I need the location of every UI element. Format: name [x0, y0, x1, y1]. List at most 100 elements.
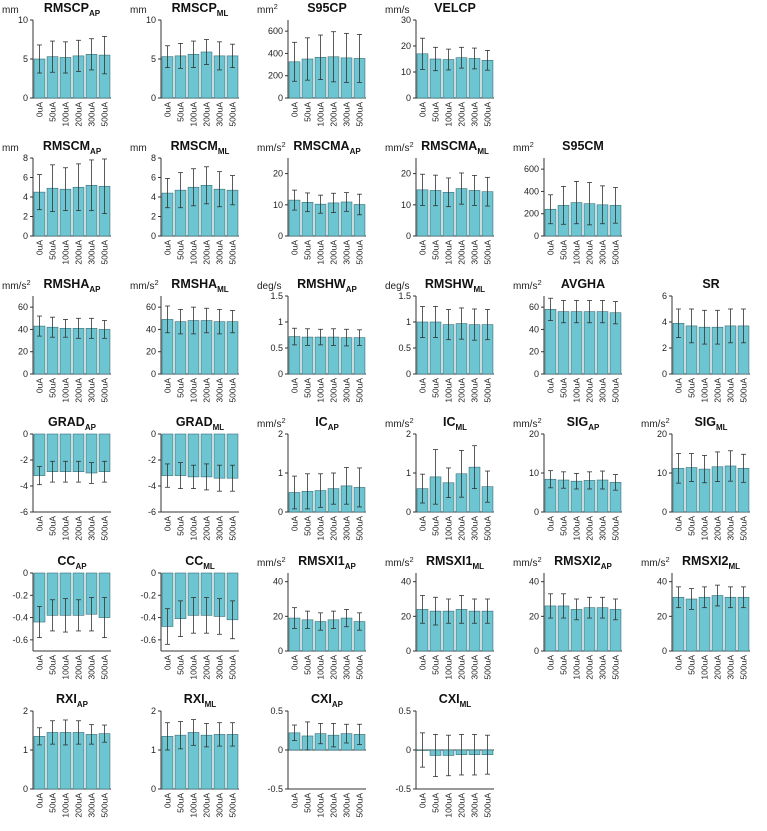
unit-label: mm/s2: [641, 555, 670, 569]
y-tick-label: 6: [23, 173, 28, 183]
category-label: 0uA: [674, 655, 684, 670]
y-tick-label: -2: [20, 455, 28, 465]
category-label: 50uA: [559, 240, 569, 260]
chart-title: RMSCPAP: [44, 1, 101, 18]
category-label: 100uA: [444, 102, 454, 127]
category-label: 50uA: [431, 793, 441, 813]
y-tick-label: -0.2: [12, 590, 28, 600]
category-label: 100uA: [189, 793, 199, 818]
category-label: 300uA: [726, 378, 736, 403]
category-label: 100uA: [316, 378, 326, 403]
category-label: 50uA: [687, 378, 697, 398]
category-label: 300uA: [87, 793, 97, 818]
chart-panel-4: mm RMSCMAP 0 2 4 6 8 0uA 50uA 100uA 200uA 300uA 500u…: [2, 139, 111, 265]
y-tick-label: 5: [23, 54, 28, 64]
category-label: 100uA: [189, 655, 199, 680]
chart-title: VELCP: [434, 1, 476, 15]
y-tick-label: -2: [148, 455, 156, 465]
y-tick-label: 30: [401, 15, 411, 25]
chart-panel-17: mm/s2 ICAP 0 1 2 0uA 50uA 100uA 200uA 300uA 500uA: [257, 415, 366, 541]
unit-label: mm/s2: [257, 555, 286, 569]
category-label: 200uA: [457, 378, 467, 403]
category-label: 0uA: [163, 655, 173, 670]
chart-panel-23: mm/s2 RMSXI1AP 0 20 40 0uA 50uA 100uA 200uA 300uA…: [257, 554, 366, 680]
chart-panel-5: mm RMSCMML 0 2 4 6 8 0uA 50uA 100uA 200uA 300uA 500u…: [130, 139, 239, 265]
category-label: 50uA: [176, 793, 186, 813]
chart-title: RMSXI1ML: [426, 554, 484, 571]
chart-title: CCML: [185, 554, 215, 571]
category-label: 500uA: [228, 102, 238, 127]
category-label: 100uA: [316, 516, 326, 541]
unit-label: mm/s2: [385, 416, 414, 430]
category-label: 500uA: [355, 378, 365, 403]
category-label: 300uA: [598, 655, 608, 680]
category-label: 0uA: [418, 102, 428, 117]
y-tick-label: 1: [23, 745, 28, 755]
category-label: 200uA: [329, 516, 339, 541]
category-label: 200uA: [457, 240, 467, 265]
y-tick-label: 0: [406, 745, 411, 755]
category-label: 0uA: [163, 378, 173, 393]
category-label: 500uA: [355, 516, 365, 541]
y-tick-label: 0: [278, 231, 283, 241]
y-tick-label: 600: [268, 26, 283, 36]
y-tick-label: 10: [657, 468, 667, 478]
category-label: 500uA: [739, 655, 749, 680]
category-label: 300uA: [87, 378, 97, 403]
category-label: 200uA: [713, 516, 723, 541]
y-tick-label: 40: [273, 577, 283, 587]
y-tick-label: 1: [278, 317, 283, 327]
chart-title: RMSXI2AP: [554, 554, 612, 571]
unit-label: deg/s: [385, 281, 409, 292]
category-label: 500uA: [100, 378, 110, 403]
category-label: 200uA: [585, 655, 595, 680]
category-label: 500uA: [483, 240, 493, 265]
category-label: 50uA: [48, 793, 58, 813]
category-label: 50uA: [431, 516, 441, 536]
category-label: 500uA: [100, 655, 110, 680]
y-tick-label: 0: [23, 231, 28, 241]
chart-panel-25: mm/s2 RMSXI2AP 0 20 40 0uA 50uA 100uA 200uA 300uA…: [513, 554, 622, 680]
y-tick-label: 2: [151, 212, 156, 222]
chart-title: S95CM: [562, 139, 604, 153]
y-tick-label: 0.5: [398, 706, 411, 716]
unit-label: mm/s2: [513, 555, 542, 569]
y-tick-label: 0: [23, 429, 28, 439]
category-label: 200uA: [74, 378, 84, 403]
category-label: 100uA: [316, 102, 326, 127]
category-label: 300uA: [598, 516, 608, 541]
category-label: 50uA: [303, 378, 313, 398]
chart-title: RXIAP: [56, 692, 89, 709]
unit-label: mm/s2: [513, 416, 542, 430]
category-label: 500uA: [228, 793, 238, 818]
category-label: 0uA: [290, 793, 300, 808]
y-tick-label: 20: [657, 429, 667, 439]
category-label: 50uA: [559, 655, 569, 675]
y-tick-label: 1: [406, 468, 411, 478]
category-label: 0uA: [290, 655, 300, 670]
category-label: 50uA: [431, 655, 441, 675]
y-tick-label: 20: [273, 611, 283, 621]
category-label: 0uA: [163, 793, 173, 808]
category-label: 500uA: [100, 793, 110, 818]
y-tick-label: 0: [278, 93, 283, 103]
category-label: 300uA: [470, 655, 480, 680]
category-label: 100uA: [61, 240, 71, 265]
category-label: 100uA: [189, 516, 199, 541]
category-label: 0uA: [674, 378, 684, 393]
y-tick-label: 20: [18, 347, 28, 357]
unit-label: mm: [2, 5, 19, 16]
category-label: 50uA: [687, 655, 697, 675]
unit-label: mm/s2: [513, 278, 542, 292]
chart-title: RMSXI2ML: [682, 554, 740, 571]
y-tick-label: 0: [662, 646, 667, 656]
category-label: 200uA: [329, 102, 339, 127]
y-tick-label: -0.4: [12, 613, 28, 623]
unit-label: mm/s: [385, 5, 409, 16]
category-label: 500uA: [228, 516, 238, 541]
category-label: 500uA: [355, 655, 365, 680]
y-tick-label: 0: [23, 93, 28, 103]
category-label: 100uA: [444, 793, 454, 818]
